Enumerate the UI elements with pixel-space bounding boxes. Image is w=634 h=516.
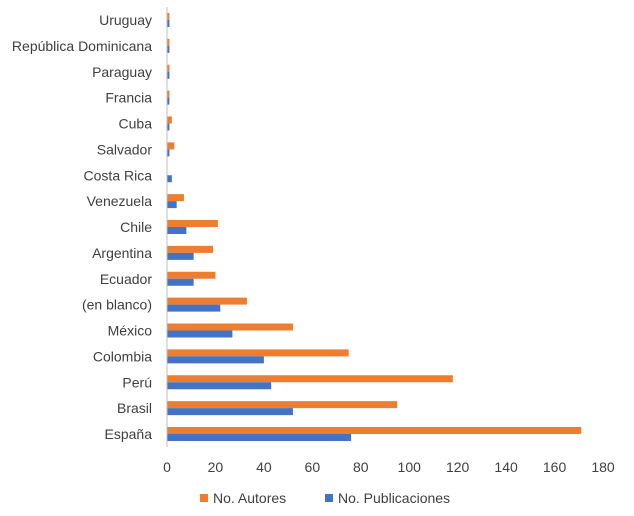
bar-autores [167, 194, 184, 202]
legend-swatch [200, 494, 208, 502]
category-label: República Dominicana [12, 38, 152, 54]
category-label: Ecuador [100, 271, 152, 287]
category-label: Venezuela [87, 193, 153, 209]
bar-publicaciones [167, 201, 177, 209]
bar-autores [167, 375, 453, 383]
category-label: Francia [105, 90, 152, 106]
x-tick-label: 80 [353, 459, 369, 475]
bars-layer [167, 13, 582, 441]
bar-publicaciones [167, 45, 170, 53]
category-label: Cuba [119, 116, 153, 132]
bar-publicaciones [167, 278, 194, 286]
bar-publicaciones [167, 20, 170, 27]
x-tick-labels: 0 20 40 60 80 100 120 140 160 180 [163, 459, 615, 475]
category-label: Chile [120, 219, 152, 235]
bar-publicaciones [167, 330, 233, 338]
bar-publicaciones [167, 227, 187, 234]
bar-autores [167, 323, 293, 331]
x-tick-label: 20 [208, 459, 224, 475]
bar-autores [167, 90, 170, 98]
category-label: Paraguay [92, 64, 152, 80]
category-labels: España Brasil Perú Colombia México (en blanco… [12, 12, 152, 442]
legend-label: No. Publicaciones [338, 490, 450, 506]
category-label: Perú [122, 374, 152, 390]
bar-autores [167, 116, 172, 124]
category-label: Salvador [97, 141, 153, 157]
category-label: Brasil [117, 400, 152, 416]
bar-publicaciones [167, 356, 264, 364]
bar-autores [167, 401, 398, 409]
bar-autores [167, 245, 214, 253]
bar-publicaciones [167, 71, 170, 79]
category-label: Costa Rica [84, 167, 153, 183]
bar-autores [167, 349, 349, 357]
legend-swatch [325, 494, 333, 502]
bar-publicaciones [167, 252, 194, 260]
x-tick-label: 100 [398, 459, 422, 475]
bar-autores [167, 427, 582, 434]
category-label: (en blanco) [82, 297, 152, 313]
category-label: España [105, 426, 153, 442]
x-tick-label: 40 [256, 459, 272, 475]
bar-autores [167, 271, 216, 279]
x-tick-label: 120 [446, 459, 470, 475]
bar-autores [167, 13, 170, 20]
bar-autores [167, 297, 247, 305]
bar-publicaciones [167, 123, 170, 131]
x-tick-label: 180 [591, 459, 615, 475]
bar-publicaciones [167, 382, 272, 390]
bar-publicaciones [167, 408, 293, 416]
legend-label: No. Autores [213, 490, 286, 506]
bar-autores [167, 142, 175, 150]
bar-publicaciones [167, 97, 170, 105]
x-tick-label: 0 [163, 459, 171, 475]
bar-publicaciones [167, 149, 170, 157]
x-tick-label: 60 [305, 459, 321, 475]
category-label: Uruguay [99, 12, 152, 28]
x-tick-label: 140 [494, 459, 518, 475]
x-tick-label: 160 [543, 459, 567, 475]
category-label: Colombia [93, 348, 152, 364]
bar-publicaciones [167, 175, 172, 183]
legend: No. Autores No. Publicaciones [200, 490, 450, 506]
bar-autores [167, 220, 218, 227]
bar-autores [167, 64, 170, 72]
bar-publicaciones [167, 304, 221, 312]
category-label: México [108, 323, 153, 339]
bar-autores [167, 38, 170, 46]
category-label: Argentina [92, 245, 152, 261]
bar-publicaciones [167, 434, 352, 441]
